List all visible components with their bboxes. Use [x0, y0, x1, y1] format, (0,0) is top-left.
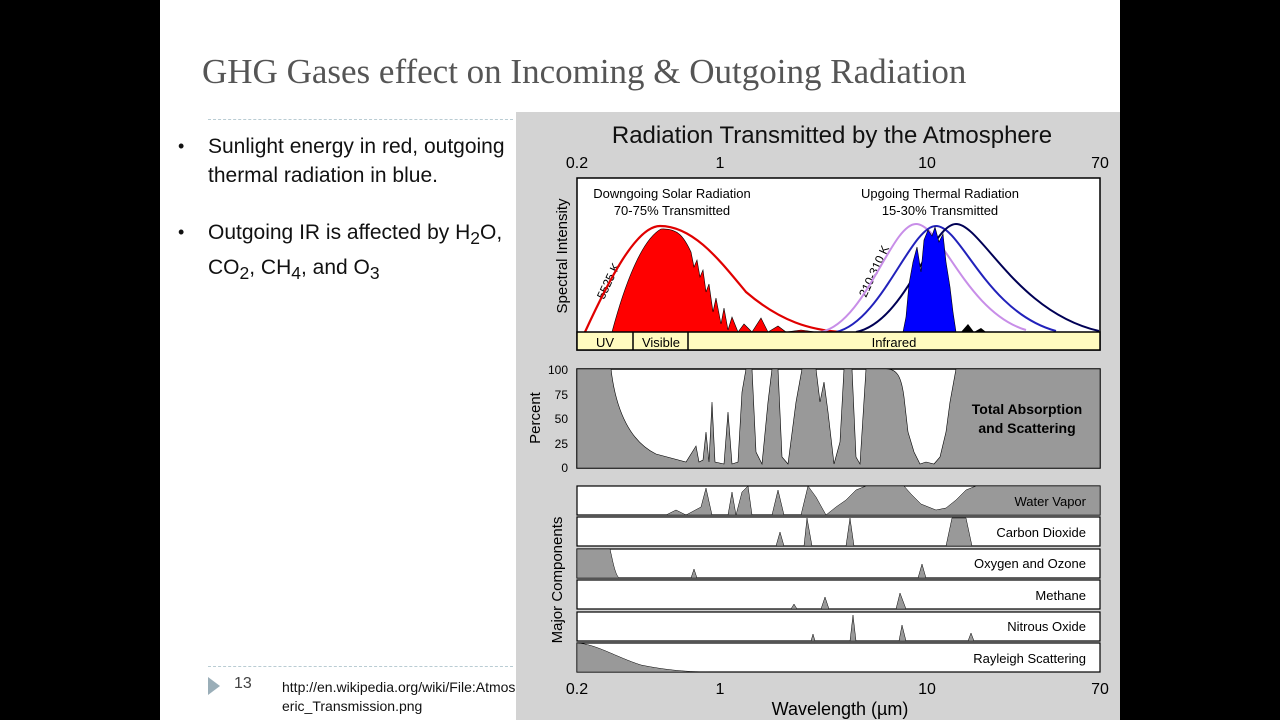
bullet-item: • Sunlight energy in red, outgoing therm…	[176, 132, 516, 190]
absorption-area	[576, 368, 1101, 469]
thermal-envelope-curve	[835, 224, 1057, 333]
footer-divider	[208, 666, 513, 667]
tick-label: 70	[1091, 155, 1109, 172]
bullet-text: Sunlight energy in red, outgoing thermal…	[208, 135, 505, 187]
atmospheric-transmission-figure: Radiation Transmitted by the Atmosphere …	[516, 112, 1120, 720]
carbon-dioxide-absorption	[577, 517, 1100, 547]
slide-title: GHG Gases effect on Incoming & Outgoing …	[202, 52, 967, 91]
rayleigh-scattering	[576, 642, 717, 673]
tick-label: 75	[555, 388, 569, 402]
tick-label: 10	[918, 155, 936, 172]
thermal-envelope-curve	[855, 222, 1100, 333]
source-link[interactable]: http://en.wikipedia.org/wiki/File:Atmosp…	[282, 679, 531, 714]
absorption-label: Total Absorption	[972, 401, 1082, 417]
tick-label: 0	[561, 461, 568, 475]
tick-label: 10	[918, 681, 936, 698]
component-label: Nitrous Oxide	[1007, 619, 1086, 634]
water-vapor-absorption	[577, 485, 1101, 516]
bullet-dot: •	[178, 136, 185, 156]
thermal-envelope-curve	[820, 222, 1027, 333]
bullet-item: • Outgoing IR is affected by H2O, CO2, C…	[176, 218, 516, 288]
solar-transmitted-area	[611, 228, 817, 333]
tick-label: 70	[1091, 681, 1109, 698]
tick-label: 100	[548, 363, 568, 377]
component-panel	[576, 579, 1101, 610]
component-label: Rayleigh Scattering	[973, 651, 1086, 666]
thermal-label: Upgoing Thermal Radiation	[861, 186, 1019, 201]
play-triangle-icon	[208, 677, 220, 695]
slide: GHG Gases effect on Incoming & Outgoing …	[160, 0, 1120, 720]
x-axis-label: Wavelength (µm)	[772, 699, 909, 719]
band-strip	[576, 331, 1101, 351]
bullet-dot: •	[178, 222, 185, 242]
solar-envelope-curve	[584, 224, 842, 334]
tick-label: 1	[716, 155, 725, 172]
component-label: Carbon Dioxide	[996, 525, 1086, 540]
tick-label: 1	[716, 681, 725, 698]
bullet-text: Outgoing IR is affected by H2O, CO2, CH4…	[208, 221, 503, 284]
spectral-ylabel: Spectral Intensity	[554, 198, 571, 314]
band-visible: Visible	[642, 335, 680, 350]
title-divider	[208, 119, 513, 120]
oxygen-ozone-absorption	[576, 548, 1100, 579]
component-panel	[576, 611, 1101, 642]
thermal-residual-area	[961, 324, 986, 332]
component-panel	[576, 516, 1101, 547]
thermal-transmitted-area	[902, 225, 957, 333]
absorption-ylabel: Percent	[527, 391, 544, 444]
tick-label: 0.2	[566, 155, 588, 172]
page-number: 13	[234, 675, 252, 692]
figure-svg: Radiation Transmitted by the Atmosphere …	[527, 122, 1109, 719]
tick-label: 25	[555, 437, 569, 451]
band-infrared: Infrared	[872, 335, 917, 350]
methane-absorption	[577, 592, 1100, 610]
component-label: Oxygen and Ozone	[974, 556, 1086, 571]
bullet-list: • Sunlight energy in red, outgoing therm…	[176, 132, 516, 316]
figure-title: Radiation Transmitted by the Atmosphere	[612, 122, 1052, 149]
absorption-label: and Scattering	[978, 420, 1075, 436]
band-uv: UV	[596, 335, 614, 350]
tick-label: 0.2	[566, 681, 588, 698]
nitrous-oxide-absorption	[577, 614, 1100, 642]
solar-label: Downgoing Solar Radiation	[593, 186, 751, 201]
component-label: Methane	[1035, 588, 1086, 603]
tick-label: 50	[555, 412, 569, 426]
components-ylabel: Major Components	[549, 517, 566, 644]
solar-label: 70-75% Transmitted	[614, 203, 730, 218]
thermal-label: 15-30% Transmitted	[882, 203, 998, 218]
component-label: Water Vapor	[1014, 494, 1086, 509]
